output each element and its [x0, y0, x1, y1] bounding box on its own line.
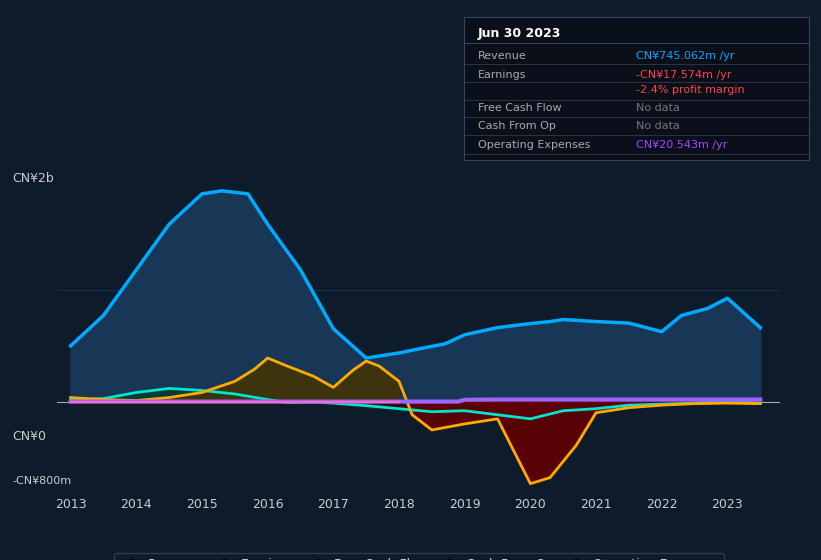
Legend: Revenue, Earnings, Free Cash Flow, Cash From Op, Operating Expenses: Revenue, Earnings, Free Cash Flow, Cash …	[113, 553, 724, 560]
Text: Revenue: Revenue	[478, 51, 526, 61]
Text: Earnings: Earnings	[478, 69, 526, 80]
Text: -CN¥800m: -CN¥800m	[12, 477, 71, 487]
Text: Jun 30 2023: Jun 30 2023	[478, 27, 561, 40]
Text: No data: No data	[636, 103, 680, 113]
Text: -CN¥17.574m /yr: -CN¥17.574m /yr	[636, 69, 732, 80]
Text: CN¥0: CN¥0	[12, 430, 46, 442]
Text: CN¥745.062m /yr: CN¥745.062m /yr	[636, 51, 735, 61]
Text: -2.4% profit margin: -2.4% profit margin	[636, 85, 745, 95]
Text: Free Cash Flow: Free Cash Flow	[478, 103, 562, 113]
Text: Operating Expenses: Operating Expenses	[478, 141, 590, 150]
Text: CN¥20.543m /yr: CN¥20.543m /yr	[636, 141, 727, 150]
Text: CN¥2b: CN¥2b	[12, 172, 54, 185]
Text: No data: No data	[636, 121, 680, 131]
Text: Cash From Op: Cash From Op	[478, 121, 556, 131]
